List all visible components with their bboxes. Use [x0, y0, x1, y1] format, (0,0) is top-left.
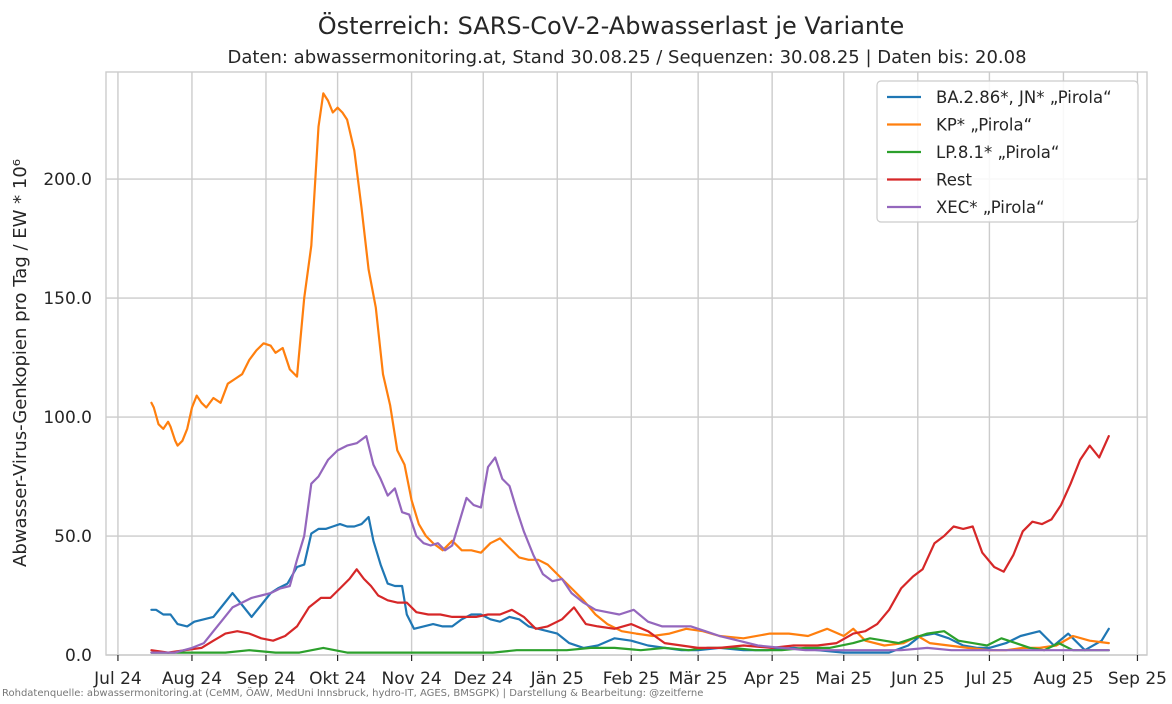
- x-tick-label: Sep 24: [236, 669, 295, 689]
- x-tick-label: Apr 25: [744, 669, 800, 689]
- source-note: Rohdatenquelle: abwassermonitoring.at (C…: [2, 686, 703, 699]
- y-axis-label: Abwasser-Virus-Genkopien pro Tag / EW * …: [10, 159, 31, 567]
- series-layer: [150, 92, 1110, 654]
- y-tick-label: 0.0: [65, 646, 92, 666]
- x-tick-label: Mai 25: [815, 669, 872, 689]
- y-tick-label: 50.0: [54, 527, 92, 547]
- series-line-1: [150, 92, 1110, 652]
- legend-label: LP.8.1* „Pirola“: [936, 143, 1059, 162]
- x-tick-label: Sep 25: [1108, 669, 1167, 689]
- series-line-0: [150, 515, 1110, 654]
- legend-label: Rest: [936, 171, 972, 190]
- x-tick-label: Jän 25: [530, 669, 584, 689]
- x-tick-label: Aug 25: [1033, 669, 1093, 689]
- y-tick-label: 200.0: [43, 170, 92, 190]
- x-tick-label: Dez 24: [453, 669, 513, 689]
- chart-title: Österreich: SARS-CoV-2-Abwasserlast je V…: [318, 11, 905, 40]
- plot-frame: [105, 71, 1148, 656]
- y-tick-label: 150.0: [43, 289, 92, 309]
- x-tick-label: Jul 25: [965, 669, 1014, 689]
- x-tick-label: Jun 25: [890, 669, 945, 689]
- legend-box: [876, 80, 1139, 223]
- x-axis-ticks: Jul 24 Aug 24 Sep 24 Okt 24 Nov 24 Dez 24 Jän …: [93, 655, 1167, 689]
- legend-label: XEC* „Pirola“: [936, 198, 1045, 217]
- x-tick-label: Okt 24: [309, 669, 366, 689]
- x-tick-label: Aug 24: [162, 669, 222, 689]
- x-tick-label: Nov 24: [382, 669, 442, 689]
- y-axis-ticks: 0.0 50.0 100.0 150.0 200.0: [43, 170, 92, 666]
- series-line-4: [150, 435, 1110, 654]
- y-tick-label: 100.0: [43, 408, 92, 428]
- x-tick-label: Mär 25: [669, 669, 728, 689]
- chart-subtitle: Daten: abwassermonitoring.at, Stand 30.0…: [227, 47, 1026, 68]
- legend-label: KP* „Pirola“: [936, 116, 1032, 135]
- x-tick-label: Jul 24: [93, 669, 142, 689]
- x-tick-label: Feb 25: [603, 669, 660, 689]
- legend-label: BA.2.86*, JN* „Pirola“: [936, 88, 1112, 107]
- series-line-3: [150, 435, 1110, 654]
- legend: BA.2.86*, JN* „Pirola“ KP* „Pirola“ LP.8.1…: [876, 80, 1139, 223]
